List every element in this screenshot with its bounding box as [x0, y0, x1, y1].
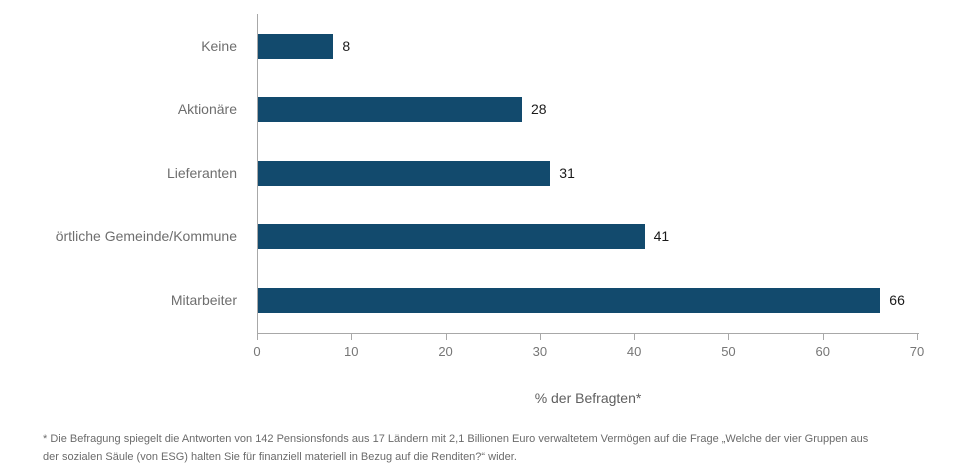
x-tick — [351, 333, 353, 340]
category-label: Keine — [201, 37, 237, 54]
x-axis-line — [257, 333, 919, 334]
x-axis-title: % der Befragten* — [534, 390, 642, 406]
bar — [258, 160, 551, 186]
chart-footnote: * Die Befragung spiegelt die Antworten v… — [43, 430, 933, 463]
footnote-line-2: der sozialen Säule (von ESG) halten Sie … — [43, 451, 517, 463]
x-tick-label: 70 — [909, 344, 925, 359]
category-label: Mitarbeiter — [170, 291, 237, 308]
value-label: 66 — [889, 291, 905, 308]
x-tick-label: 0 — [253, 344, 261, 359]
x-tick-label: 60 — [815, 344, 830, 359]
bar — [258, 287, 881, 313]
bar — [258, 33, 334, 59]
category-label: örtliche Gemeinde/Kommune — [55, 228, 237, 245]
x-tick — [728, 333, 730, 340]
x-tick — [917, 333, 918, 340]
x-tick — [539, 333, 541, 340]
value-label: 28 — [531, 101, 547, 118]
x-tick — [257, 333, 258, 340]
x-tick-label: 50 — [721, 344, 736, 359]
bar — [258, 224, 645, 250]
x-tick-label: 30 — [532, 344, 548, 359]
footnote-line-1: * Die Befragung spiegelt die Antworten v… — [43, 433, 869, 445]
category-label: Lieferanten — [166, 164, 237, 181]
value-label: 31 — [559, 164, 575, 181]
x-tick-label: 10 — [344, 344, 359, 359]
x-tick — [445, 333, 447, 340]
y-axis-line — [257, 14, 258, 334]
value-label: 8 — [342, 37, 351, 54]
value-label: 41 — [653, 228, 670, 245]
x-tick — [634, 333, 636, 340]
bar — [258, 97, 522, 123]
x-tick — [822, 333, 824, 340]
x-tick-label: 20 — [438, 344, 453, 359]
x-tick-label: 40 — [626, 344, 642, 359]
category-label: Aktionäre — [177, 101, 237, 118]
